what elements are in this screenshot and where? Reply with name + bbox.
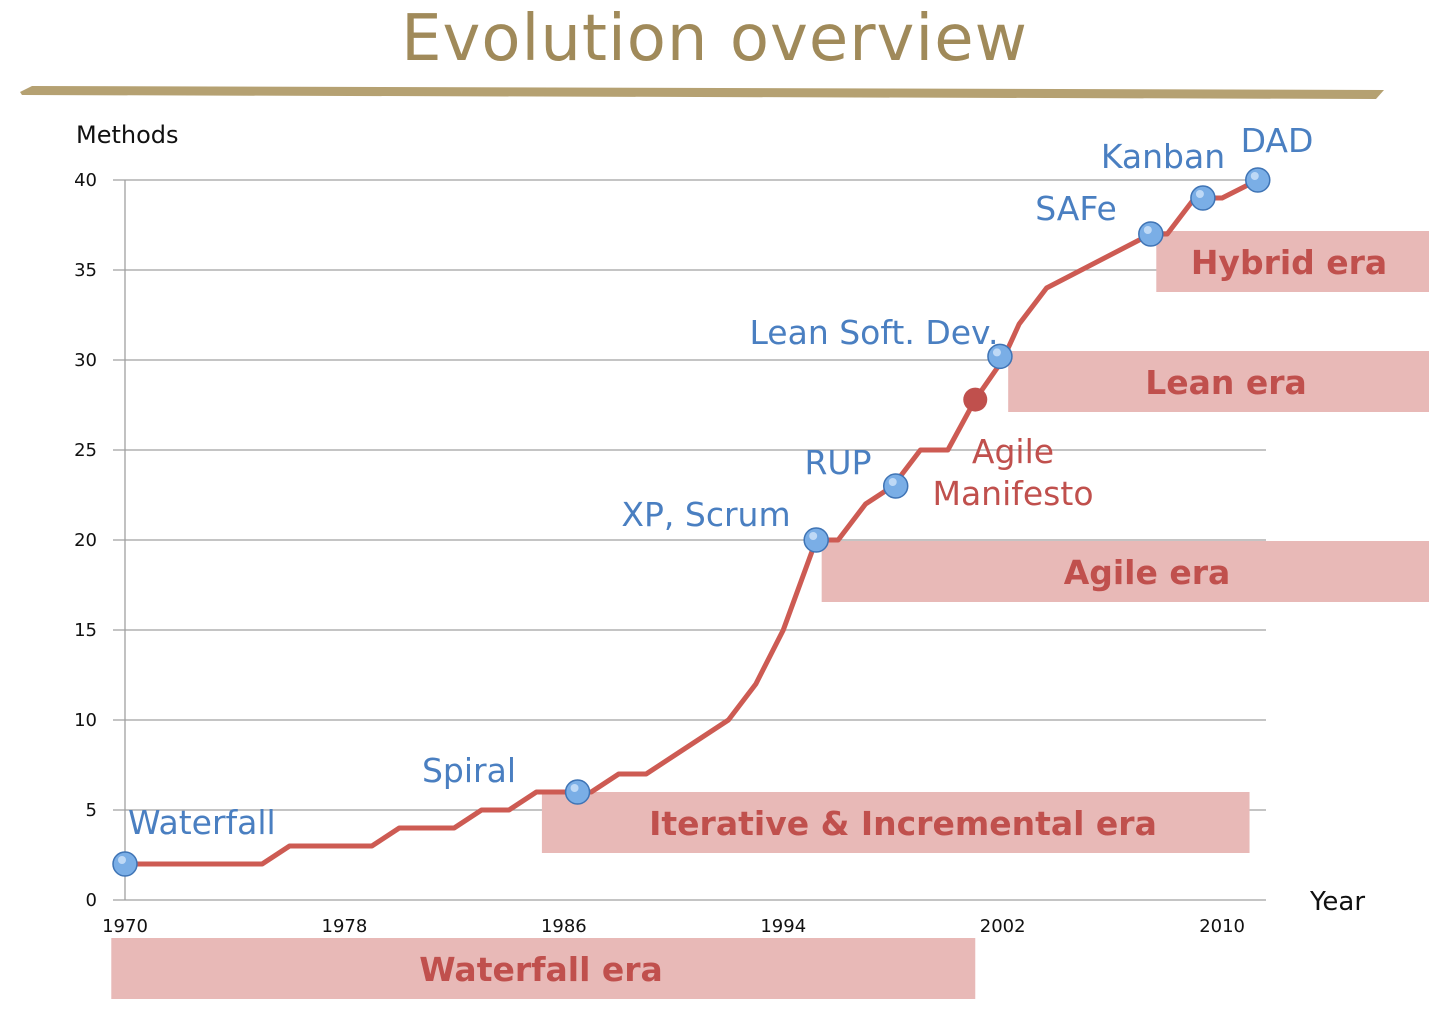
era-band: [111, 938, 976, 999]
agile-manifesto-marker: [963, 387, 988, 412]
era-label: Waterfall era: [419, 950, 663, 989]
method-label: Kanban: [1101, 137, 1225, 176]
era-band: [821, 541, 1429, 602]
y-tick-label: 40: [74, 170, 97, 191]
method-marker-highlight: [1250, 172, 1259, 180]
method-marker: [803, 527, 829, 553]
y-tick-label: 15: [74, 620, 97, 641]
era-band: [1008, 351, 1429, 412]
x-tick-label: 2010: [1199, 916, 1245, 937]
method-label: Spiral: [422, 751, 516, 790]
method-marker: [112, 851, 138, 877]
method-marker-highlight: [1195, 190, 1204, 198]
y-tick-label: 30: [74, 350, 97, 371]
method-marker: [882, 473, 909, 499]
era-label: Iterative & Incremental era: [649, 804, 1157, 843]
method-marker-highlight: [570, 784, 579, 792]
method-marker-highlight: [992, 348, 1001, 357]
method-label: DAD: [1241, 121, 1314, 160]
methods-line: [122, 177, 1261, 867]
era-label: Agile era: [1064, 553, 1231, 592]
agile-manifesto-label: Agile: [972, 432, 1054, 471]
title-rule: [20, 86, 1384, 99]
y-tick-label: 35: [74, 260, 97, 281]
y-axis-title: Methods: [76, 121, 179, 149]
method-label: RUP: [805, 443, 872, 482]
y-tick-label: 20: [74, 530, 97, 551]
era-band: [541, 792, 1250, 853]
method-label: XP, Scrum: [621, 495, 790, 534]
era-band: [1156, 231, 1429, 292]
method-marker-highlight: [1143, 226, 1152, 234]
agile-manifesto-label: Manifesto: [932, 474, 1093, 513]
era-label: Lean era: [1145, 363, 1307, 402]
y-tick-label: 25: [74, 440, 97, 461]
slide-title: Evolution overview: [401, 2, 1028, 76]
method-label: Lean Soft. Dev.: [750, 313, 999, 352]
x-tick-label: 2002: [980, 916, 1026, 937]
x-tick-label: 1986: [541, 916, 587, 937]
x-tick-label: 1978: [322, 916, 368, 937]
x-tick-label: 1994: [760, 916, 806, 937]
y-tick-label: 5: [86, 800, 97, 821]
x-axis-title: Year: [1309, 887, 1365, 917]
method-marker: [1190, 185, 1216, 211]
method-marker: [1138, 221, 1164, 247]
method-marker: [1245, 167, 1271, 193]
x-tick-label: 1970: [102, 916, 148, 937]
y-tick-label: 10: [74, 710, 97, 731]
method-marker-highlight: [118, 856, 126, 864]
y-tick-label: 0: [86, 890, 97, 911]
method-label: Waterfall: [128, 803, 276, 842]
method-marker: [564, 779, 591, 805]
method-marker-highlight: [888, 478, 897, 486]
era-label: Hybrid era: [1191, 243, 1387, 282]
method-label: SAFe: [1035, 189, 1117, 228]
method-marker-highlight: [809, 532, 818, 540]
